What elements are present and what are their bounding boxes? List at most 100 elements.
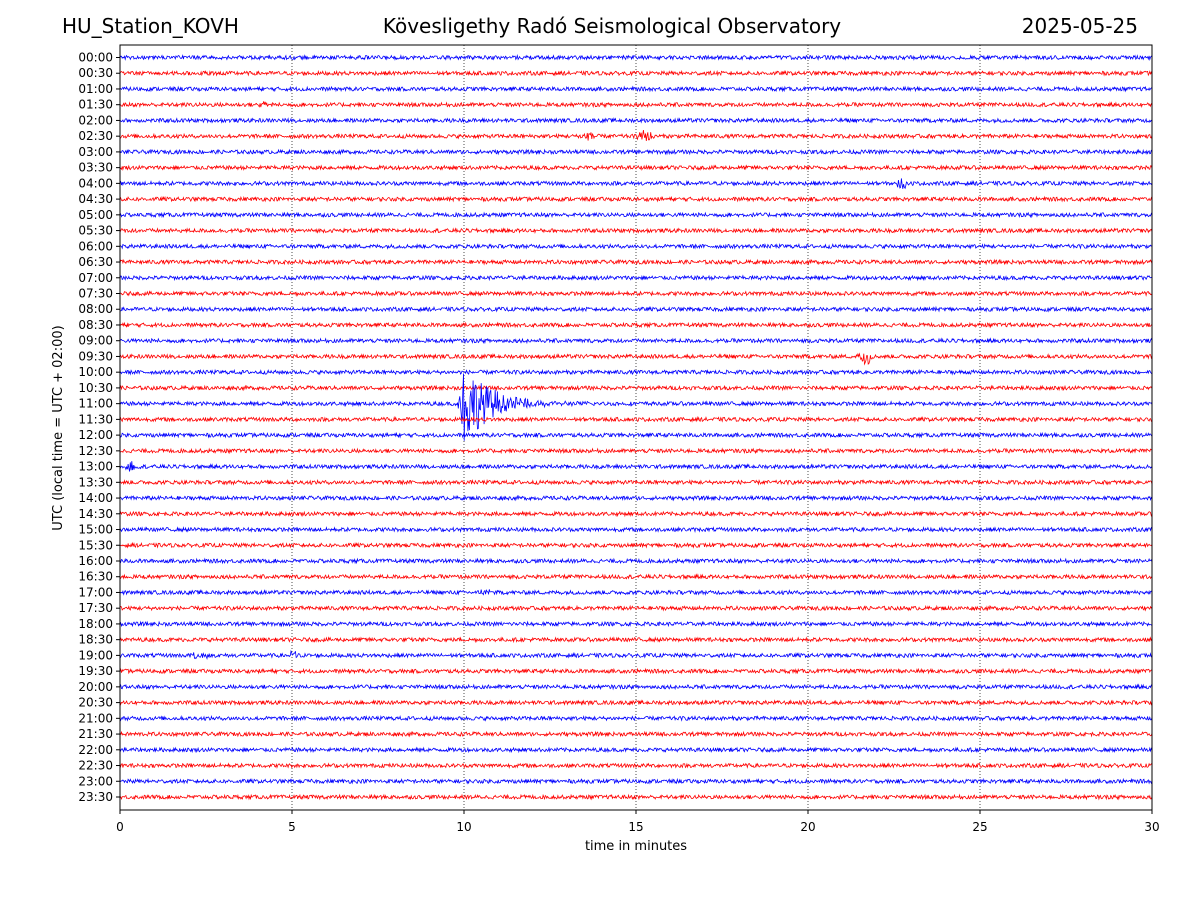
trace-0500 (119, 211, 1153, 219)
trace-0600 (119, 242, 1153, 250)
y-tick-label: 20:30 (78, 696, 113, 710)
y-tick-label: 15:30 (78, 538, 113, 552)
y-tick-label: 05:00 (78, 208, 113, 222)
y-tick-label: 22:30 (78, 759, 113, 773)
trace-1630 (119, 573, 1153, 581)
observatory-title: Kövesligethy Radó Seismological Observat… (382, 14, 842, 38)
trace-1500 (119, 526, 1153, 533)
trace-0430 (119, 195, 1153, 203)
y-tick-label: 08:00 (78, 302, 113, 316)
trace-0630 (119, 258, 1153, 266)
y-tick-label: 21:30 (78, 727, 113, 741)
trace-0700 (119, 274, 1153, 282)
y-tick-label: 21:00 (78, 711, 113, 725)
trace-0800 (119, 305, 1153, 313)
y-tick-label: 23:00 (78, 774, 113, 788)
trace-1700 (119, 589, 1153, 596)
trace-2300 (119, 777, 1153, 785)
y-tick-label: 04:00 (78, 176, 113, 190)
y-tick-label: 03:30 (78, 161, 113, 175)
trace-0400 (119, 178, 1153, 190)
y-tick-label: 02:30 (78, 129, 113, 143)
trace-0830 (119, 321, 1152, 329)
trace-2100 (119, 714, 1153, 722)
y-tick-label: 17:30 (78, 601, 113, 615)
trace-1100 (119, 373, 1153, 441)
x-tick-label: 15 (628, 820, 643, 834)
y-tick-label: 23:30 (78, 790, 113, 804)
trace-1130 (119, 415, 1153, 423)
trace-1000 (119, 368, 1153, 376)
y-tick-label: 10:30 (78, 381, 113, 395)
y-tick-label: 12:00 (78, 428, 113, 442)
y-tick-label: 20:00 (78, 680, 113, 694)
y-tick-label: 14:30 (78, 507, 113, 521)
trace-0200 (119, 117, 1153, 124)
y-tick-label: 13:30 (78, 475, 113, 489)
trace-0730 (119, 290, 1153, 297)
trace-1600 (119, 557, 1153, 565)
y-tick-label: 00:00 (78, 51, 113, 65)
trace-0230 (119, 129, 1153, 142)
trace-1200 (119, 431, 1153, 439)
y-tick-label: 06:30 (78, 255, 113, 269)
x-tick-label: 30 (1144, 820, 1159, 834)
x-tick-label: 10 (456, 820, 471, 834)
y-tick-label: 05:30 (78, 224, 113, 238)
trace-1400 (119, 494, 1153, 502)
y-tick-label: 04:30 (78, 192, 113, 206)
y-tick-label: 12:30 (78, 444, 113, 458)
y-tick-label: 16:30 (78, 570, 113, 584)
x-tick-labels: 0 5 10 15 20 25 30 (116, 810, 1160, 834)
trace-2000 (119, 683, 1153, 691)
y-tick-label: 11:30 (78, 412, 113, 426)
trace-2200 (119, 746, 1153, 754)
y-tick-label: 18:00 (78, 617, 113, 631)
y-tick-label: 06:00 (78, 239, 113, 253)
trace-0030 (119, 69, 1153, 77)
trace-1330 (119, 478, 1153, 486)
y-tick-label: 03:00 (78, 145, 113, 159)
x-axis-label: time in minutes (585, 839, 687, 854)
y-tick-label: 11:00 (78, 397, 113, 411)
y-tick-label: 01:00 (78, 82, 113, 96)
trace-0100 (119, 85, 1153, 93)
y-tick-label: 07:30 (78, 287, 113, 301)
grid-lines (291, 45, 981, 810)
trace-1730 (119, 604, 1153, 612)
trace-1030 (119, 384, 1153, 392)
trace-1230 (119, 447, 1153, 455)
y-tick-label: 13:00 (78, 460, 113, 474)
y-tick-label: 19:30 (78, 664, 113, 678)
trace-2030 (119, 699, 1153, 707)
trace-0930 (119, 352, 1153, 366)
y-tick-label: 16:00 (78, 554, 113, 568)
y-tick-label: 02:00 (78, 113, 113, 127)
y-tick-label: 10:00 (78, 365, 113, 379)
trace-0900 (119, 337, 1153, 345)
trace-0330 (119, 164, 1153, 172)
trace-2230 (119, 762, 1153, 769)
y-tick-label: 22:00 (78, 743, 113, 757)
x-tick-label: 5 (288, 820, 296, 834)
trace-2330 (119, 793, 1153, 801)
y-tick-label: 09:30 (78, 349, 113, 363)
y-tick-label: 08:30 (78, 318, 113, 332)
station-title: HU_Station_KOVH (62, 14, 239, 38)
trace-0530 (119, 227, 1153, 235)
y-tick-label: 01:30 (78, 98, 113, 112)
y-tick-label: 09:00 (78, 334, 113, 348)
trace-0000 (119, 54, 1153, 61)
x-tick-label: 25 (972, 820, 987, 834)
y-axis-label: UTC (local time = UTC + 02:00) (51, 325, 66, 530)
x-tick-label: 0 (116, 820, 124, 834)
x-tick-label: 20 (800, 820, 815, 834)
trace-0130 (119, 101, 1153, 109)
trace-2130 (119, 730, 1153, 738)
trace-1900 (119, 649, 1153, 660)
y-tick-label: 00:30 (78, 66, 113, 80)
trace-1800 (119, 620, 1153, 628)
